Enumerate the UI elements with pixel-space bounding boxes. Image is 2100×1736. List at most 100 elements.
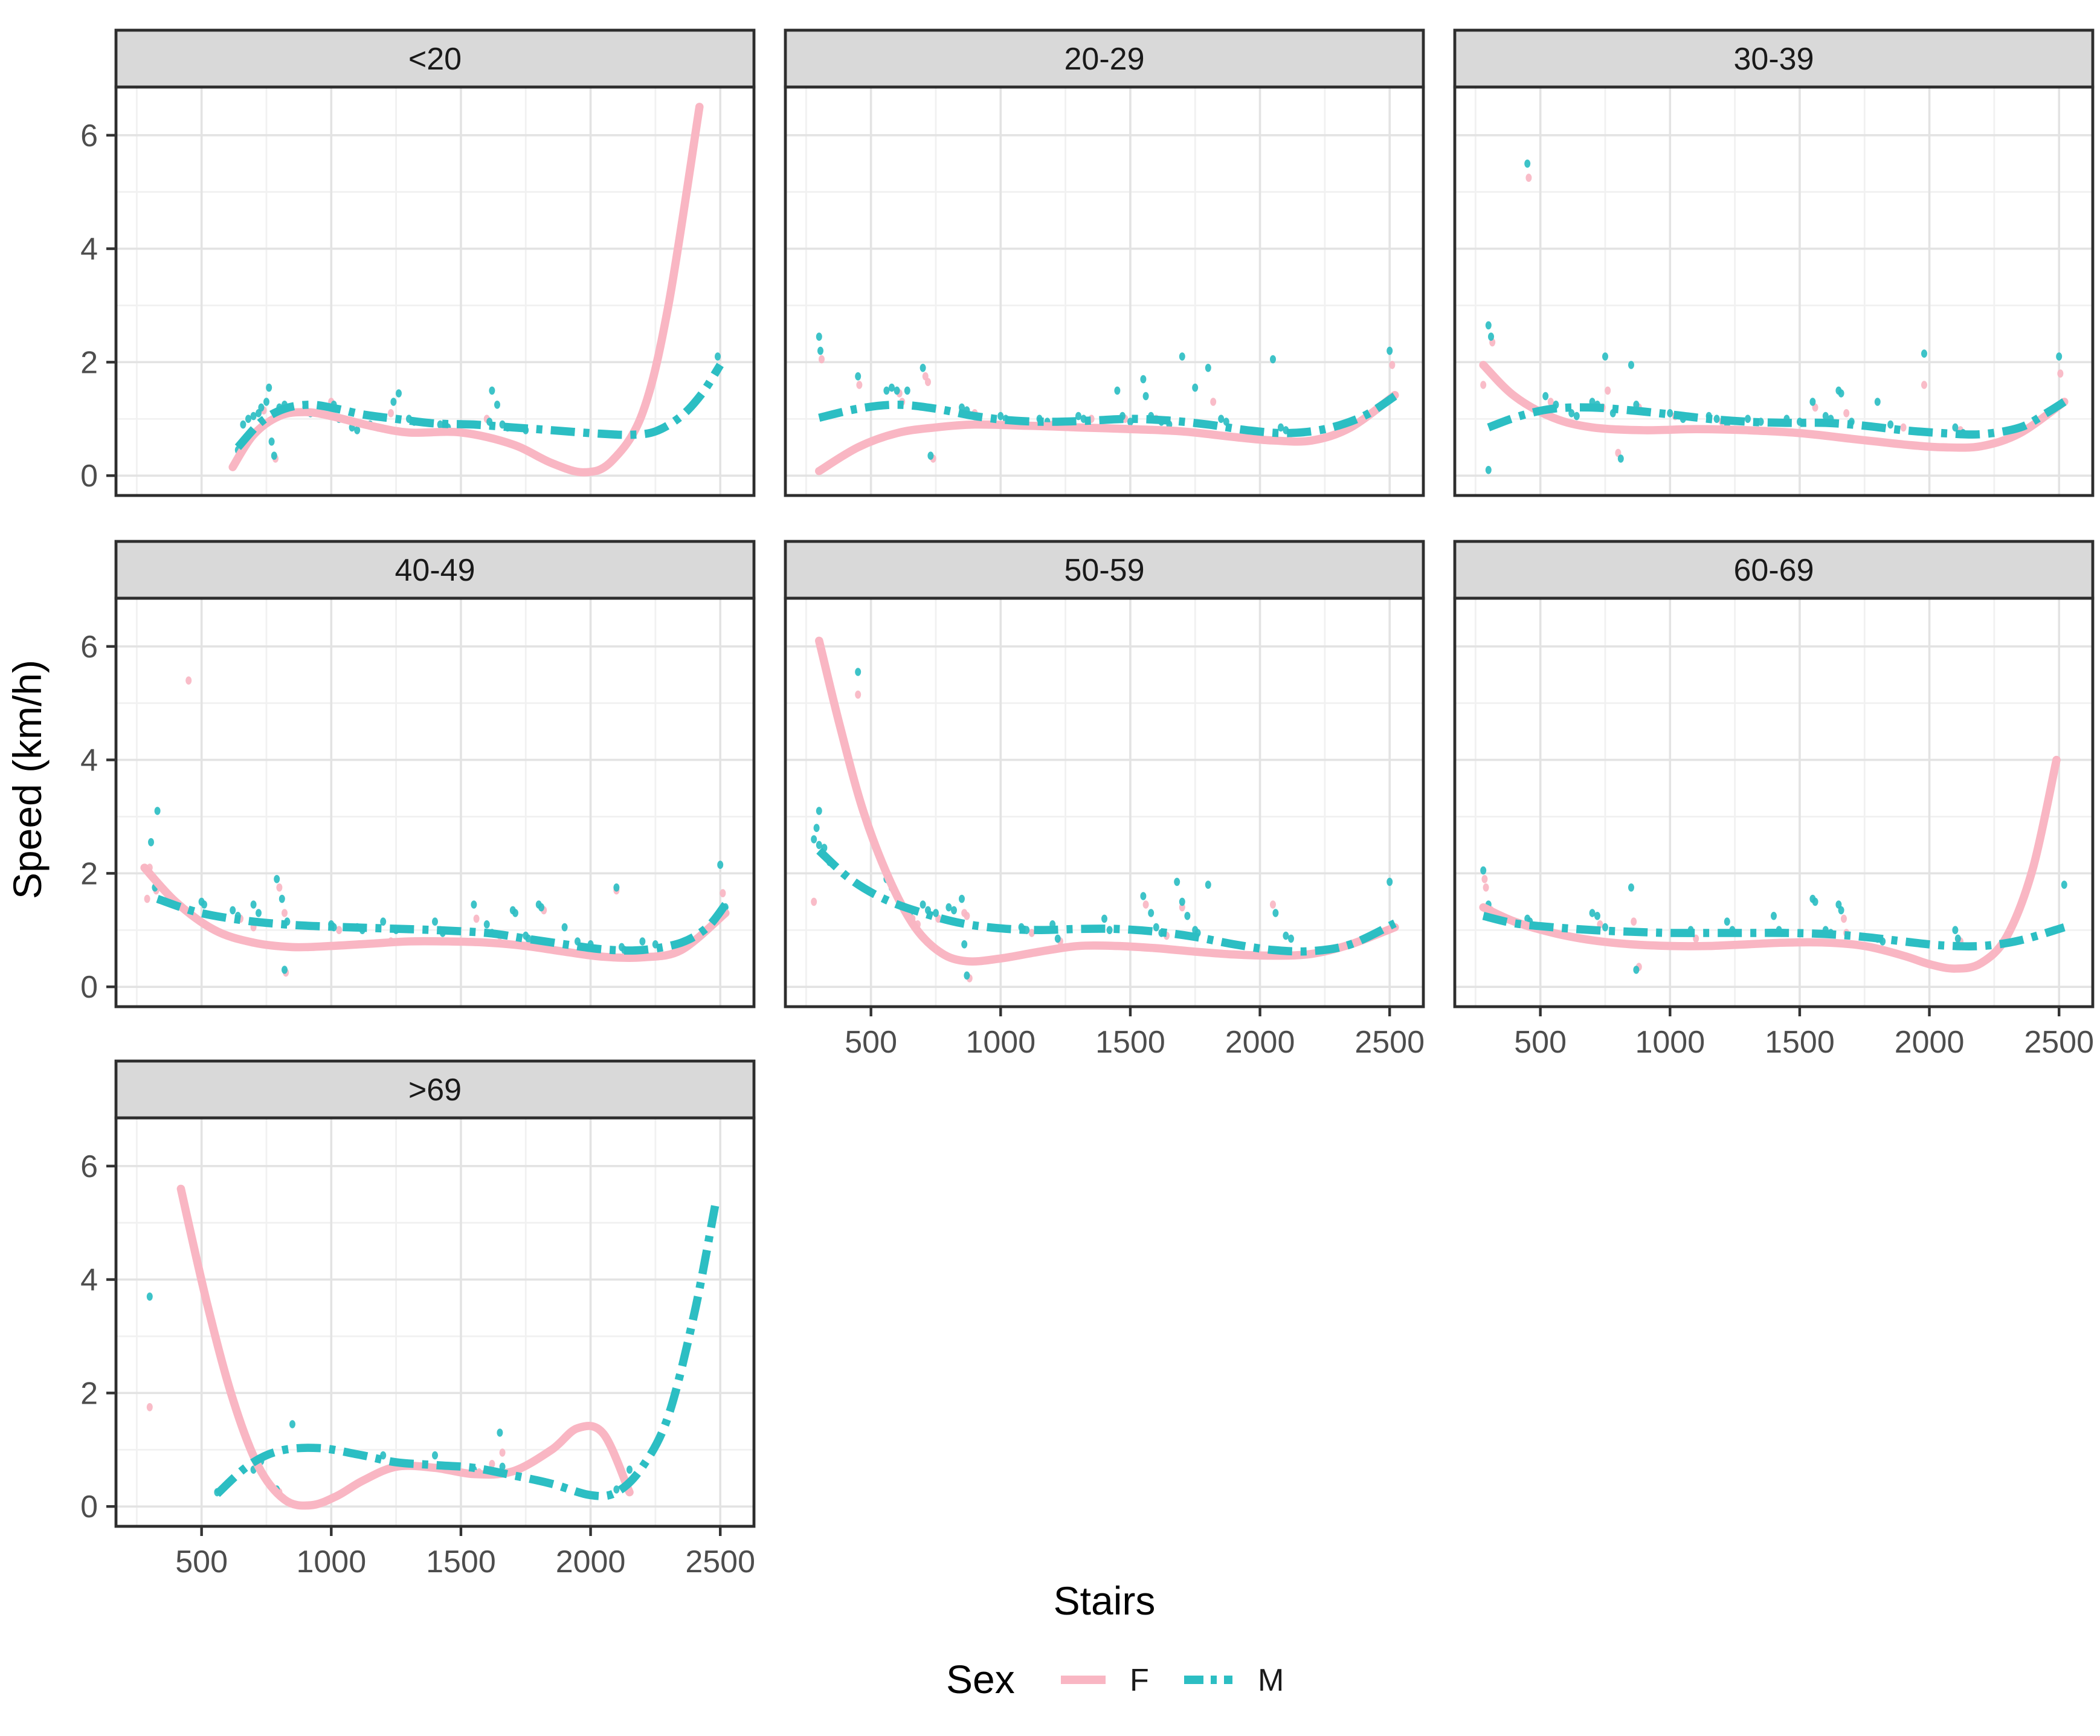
scatter-point-m — [904, 386, 910, 395]
scatter-point-m — [1952, 926, 1959, 934]
y-tick-label: 6 — [80, 630, 98, 665]
scatter-point-m — [1205, 364, 1211, 372]
scatter-point-m — [1812, 897, 1818, 906]
x-tick-label: 500 — [845, 1025, 897, 1060]
scatter-point-m — [354, 426, 361, 434]
scatter-point-m — [1127, 418, 1133, 426]
scatter-point-m — [811, 835, 817, 844]
scatter-point-m — [1617, 454, 1624, 463]
scatter-point-f — [811, 897, 817, 906]
legend-label-m: M — [1258, 1663, 1284, 1698]
panel-background — [116, 87, 754, 495]
facet-2029: 20-29 — [784, 28, 1425, 497]
x-tick-label: 2000 — [1895, 1025, 1965, 1060]
smooth-line-m — [1482, 912, 2066, 951]
scatter-point-m — [1205, 880, 1211, 889]
x-axis-title: Stairs — [1054, 1578, 1156, 1623]
scatter-point-m — [274, 875, 280, 883]
scatter-point-m — [1589, 909, 1596, 917]
facet-strip-label: 40-49 — [395, 553, 475, 588]
scatter-point-f — [1481, 875, 1488, 883]
scatter-point-m — [146, 1292, 153, 1301]
facet-strip — [784, 540, 1425, 600]
smooth-line-m — [818, 392, 1397, 437]
scatter-point-m — [561, 923, 568, 932]
scatter-point-m — [920, 364, 926, 372]
scatter-point-m — [1633, 966, 1640, 974]
facet-3039: 30-39 — [1453, 28, 2095, 497]
y-tick-label: 0 — [80, 459, 98, 494]
scatter-point-m — [1488, 332, 1494, 341]
scatter-point-m — [525, 934, 532, 943]
x-tick-label: 1000 — [296, 1544, 366, 1580]
scatter-point-m — [964, 971, 970, 980]
smooth-line-m — [214, 1205, 720, 1500]
scatter-point-m — [1148, 909, 1155, 917]
scatter-point-m — [1573, 411, 1580, 421]
scatter-point-m — [816, 332, 822, 341]
scatter-point-m — [1542, 392, 1549, 401]
scatter-point-f — [964, 912, 970, 920]
scatter-point-m — [1184, 912, 1191, 920]
scatter-point-m — [258, 403, 265, 412]
scatter-point-f — [499, 1448, 506, 1457]
y-tick-label: 2 — [80, 1376, 98, 1411]
facet-strip — [784, 28, 1425, 89]
facet-strip — [1453, 540, 2095, 600]
y-tick-label: 4 — [80, 743, 98, 778]
scatter-point-f — [1480, 381, 1487, 389]
scatter-point-f — [388, 409, 394, 418]
scatter-point-m — [1713, 415, 1720, 423]
scatter-point-f — [856, 381, 863, 389]
x-tick-label: 500 — [1514, 1025, 1567, 1060]
scatter-point-m — [1524, 160, 1531, 168]
scatter-point-m — [1485, 466, 1492, 474]
scatter-point-m — [813, 824, 820, 832]
x-tick-label: 1000 — [1635, 1025, 1705, 1060]
scatter-point-f — [819, 355, 825, 364]
scatter-point-m — [271, 451, 277, 460]
scatter-point-m — [2061, 880, 2067, 889]
scatter-point-m — [613, 1485, 620, 1494]
scatter-point-m — [1270, 355, 1276, 364]
smooth-line-f — [228, 103, 704, 477]
scatter-point-m — [1838, 906, 1844, 915]
scatter-point-m — [390, 398, 397, 406]
panel-data-layer — [146, 1184, 720, 1510]
scatter-point-m — [715, 352, 721, 361]
scatter-point-m — [1887, 420, 1894, 429]
panel-data-layer — [140, 676, 730, 977]
y-tick-label: 4 — [80, 232, 98, 267]
scatter-point-m — [1667, 409, 1673, 418]
scatter-point-m — [201, 900, 207, 909]
panel-data-layer — [811, 636, 1399, 983]
scatter-point-m — [432, 917, 438, 926]
scatter-point-m — [1745, 415, 1751, 423]
scatter-point-m — [1179, 897, 1185, 906]
y-axis-title: Speed (km/h) — [5, 660, 50, 899]
facet-strip-label: <20 — [408, 42, 462, 77]
x-tick-label: 2500 — [1354, 1025, 1425, 1060]
scatter-point-m — [1218, 415, 1225, 423]
scatter-point-m — [497, 1428, 503, 1437]
scatter-point-m — [1874, 398, 1881, 406]
scatter-point-f — [276, 883, 283, 892]
facet-69: >69 0 2 4 6 500 1000 1500 2000 2500 — [80, 1059, 756, 1580]
scatter-point-m — [883, 386, 890, 395]
scatter-point-f — [473, 914, 480, 923]
scatter-point-m — [855, 372, 862, 381]
scatter-point-m — [396, 389, 402, 398]
scatter-point-m — [1288, 934, 1294, 943]
scatter-point-m — [1101, 914, 1107, 923]
scatter-point-m — [1387, 877, 1393, 886]
scatter-point-m — [1822, 411, 1829, 421]
facet-strip — [114, 1059, 756, 1120]
scatter-point-f — [1142, 900, 1149, 909]
scatter-point-m — [1952, 423, 1959, 432]
scatter-point-m — [717, 860, 724, 869]
scatter-point-m — [437, 420, 443, 429]
scatter-point-m — [279, 894, 285, 903]
smooth-line-f — [815, 391, 1399, 476]
scatter-point-f — [336, 926, 343, 934]
